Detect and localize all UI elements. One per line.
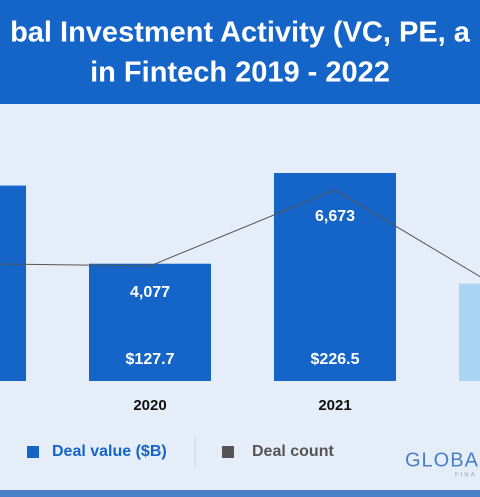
chart-title: in Fintech 2019 - 2022 [90, 57, 390, 89]
bar [459, 283, 480, 381]
bottom-band [0, 490, 480, 497]
title-band [0, 0, 480, 104]
x-tick-label: 2020 [133, 397, 166, 414]
logo-sub: FINA [455, 473, 477, 479]
logo: GLOBA [405, 449, 479, 471]
bar [274, 172, 396, 381]
bar-value-label: $226.5 [311, 351, 360, 368]
line-value-label: 4,077 [130, 284, 170, 301]
line [0, 189, 480, 278]
legend-label: Deal value ($B) [52, 443, 167, 460]
bar [89, 263, 211, 381]
x-tick-label: 2021 [318, 397, 351, 414]
legend-swatch [27, 446, 39, 458]
legend-swatch [222, 446, 234, 458]
bar-value-label: $127.7 [126, 351, 175, 368]
legend-label: Deal count [252, 443, 334, 460]
bar [0, 185, 26, 381]
chart-title: bal Investment Activity (VC, PE, a [10, 17, 471, 49]
line-value-label: 6,673 [315, 208, 355, 225]
